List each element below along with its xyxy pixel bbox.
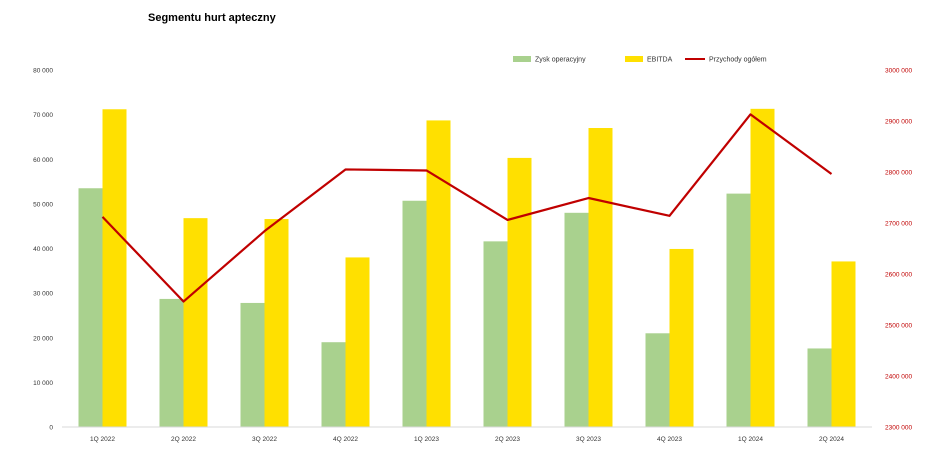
- x-tick-label: 4Q 2022: [333, 436, 358, 443]
- right-tick-label: 2800 000: [885, 170, 912, 177]
- bar-zysk-operacyjny: [78, 188, 103, 427]
- bar-ebitda: [831, 261, 856, 427]
- left-tick-label: 30 000: [33, 291, 53, 298]
- right-tick-label: 2300 000: [885, 425, 912, 432]
- bar-ebitda: [345, 257, 370, 427]
- bar-ebitda: [507, 157, 532, 427]
- x-tick-label: 2Q 2022: [171, 436, 196, 443]
- bar-zysk-operacyjny: [402, 200, 427, 427]
- left-tick-label: 20 000: [33, 335, 53, 342]
- bar-ebitda: [669, 248, 694, 427]
- right-tick-label: 2700 000: [885, 221, 912, 228]
- x-tick-label: 3Q 2023: [576, 436, 601, 443]
- right-tick-label: 2600 000: [885, 272, 912, 279]
- left-tick-label: 80 000: [33, 68, 53, 75]
- bar-ebitda: [426, 120, 451, 428]
- bar-ebitda: [588, 128, 613, 427]
- right-tick-label: 2900 000: [885, 119, 912, 126]
- right-tick-label: 2400 000: [885, 374, 912, 381]
- x-axis: 1Q 2022 2Q 2022 3Q 2022 4Q 2022 1Q 2023 2Q 20…: [62, 426, 872, 443]
- bar-ebitda: [750, 108, 775, 427]
- legend: Zysk operacyjny EBITDA Przychody ogółem: [513, 56, 767, 64]
- bar-zysk-operacyjny: [726, 193, 751, 427]
- bar-ebitda: [183, 218, 208, 427]
- revenue-line-group: [101, 113, 833, 303]
- right-tick-label: 3000 000: [885, 68, 912, 75]
- left-tick-label: 70 000: [33, 112, 53, 119]
- right-tick-label: 2500 000: [885, 323, 912, 330]
- legend-label: EBITDA: [647, 57, 673, 64]
- left-tick-label: 50 000: [33, 201, 53, 208]
- left-axis: 0 10 000 20 000 30 000 40 000 50 000 60 000 70 …: [33, 68, 53, 432]
- x-tick-label: 1Q 2023: [414, 436, 439, 443]
- bar-ebitda: [264, 219, 289, 427]
- legend-label: Zysk operacyjny: [535, 57, 586, 64]
- left-tick-label: 40 000: [33, 246, 53, 253]
- x-tick-label: 2Q 2023: [495, 436, 520, 443]
- left-tick-label: 10 000: [33, 380, 53, 387]
- x-tick-label: 2Q 2024: [819, 436, 844, 443]
- x-tick-label: 1Q 2022: [90, 436, 115, 443]
- right-axis: 2300 000 2400 000 2500 000 2600 000 2700 000…: [885, 68, 912, 432]
- bar-zysk-operacyjny: [321, 342, 346, 427]
- bar-zysk-operacyjny: [159, 298, 184, 427]
- legend-swatch: [625, 56, 643, 62]
- bar-zysk-operacyjny: [483, 241, 508, 427]
- left-tick-label: 0: [49, 425, 53, 432]
- revenue-line: [101, 113, 833, 303]
- legend-swatch: [513, 56, 531, 62]
- x-tick-label: 4Q 2023: [657, 436, 682, 443]
- bars: [78, 108, 856, 428]
- bar-zysk-operacyjny: [564, 212, 589, 427]
- bar-ebitda: [102, 109, 127, 428]
- left-tick-label: 60 000: [33, 157, 53, 164]
- chart-title: Segmentu hurt apteczny: [148, 12, 276, 24]
- x-tick-label: 3Q 2022: [252, 436, 277, 443]
- bar-zysk-operacyjny: [645, 333, 670, 427]
- legend-label: Przychody ogółem: [709, 57, 767, 64]
- bar-zysk-operacyjny: [807, 348, 832, 427]
- bar-zysk-operacyjny: [240, 302, 265, 427]
- x-tick-label: 1Q 2024: [738, 436, 763, 443]
